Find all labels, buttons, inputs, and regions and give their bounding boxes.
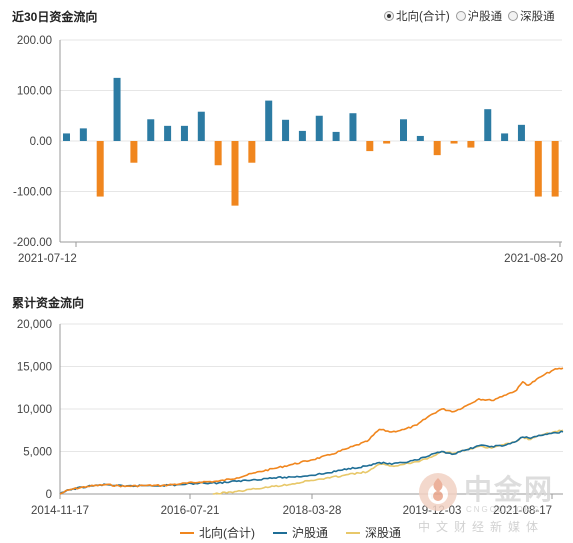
bar-mark [298,130,306,141]
bar-mark [130,141,138,163]
bar-mark [517,124,525,141]
market-radio-group: 北向(合计) 沪股通 深股通 [384,8,555,24]
line-x-tick-label: 2014-11-17 [31,505,89,517]
bar-mark [79,128,87,141]
bar-mark [450,141,458,144]
cngold-logo-icon [419,473,457,511]
radio-shenzhen-connect[interactable]: 深股通 [508,8,555,24]
cngold-watermark-text: 中金网 [464,474,555,505]
radio-shanghai-connect[interactable]: 沪股通 [455,8,503,24]
radio-shenzhen-connect-indicator[interactable] [508,11,519,21]
bar-mark [349,113,357,141]
bar-mark [63,133,70,141]
bar-y-tick-label: -100.00 [13,187,52,199]
line-y-tick-label: 0 [46,489,52,501]
legend-item-north[interactable]: 北向(合计) [180,524,255,541]
bar-mark [214,141,222,166]
line-y-tick-label: 20,000 [17,319,52,331]
bar-mark [332,131,340,141]
bar-mark [113,77,121,141]
cumulative-flow-title: 累计资金流向 [12,296,85,310]
bar-mark [366,141,374,152]
cumulative-legend: 北向(合计) 沪股通 深股通 [180,524,401,541]
bar-x-tick-label: 2021-08-20 [504,253,563,265]
line-y-tick-label: 5,000 [23,447,52,459]
legend-item-sz[interactable]: 深股通 [346,524,401,541]
bar-y-tick-label: 200.00 [17,35,52,47]
recent-flow-title: 近30日资金流向 [12,10,98,24]
cngold-watermark-subtitle: 中文财经新媒体 [418,520,545,534]
bar-y-tick-label: 100.00 [17,86,52,98]
legend-label-sz: 深股通 [365,526,402,540]
bar-mark [433,141,441,156]
legend-swatch-sh [273,531,287,534]
radio-north-total-indicator[interactable] [384,11,394,21]
bar-mark [534,141,542,197]
bar-mark [416,135,424,141]
legend-swatch-north [180,531,194,534]
bar-mark [248,141,256,163]
bar-mark [96,141,104,197]
legend-label-north: 北向(合计) [199,526,255,540]
bar-mark [180,125,188,141]
legend-item-sh[interactable]: 沪股通 [273,524,328,541]
bar-mark [282,119,290,141]
line-y-tick-label: 15,000 [17,362,52,374]
radio-shanghai-connect-indicator[interactable] [455,11,466,21]
shenzhen-connect-line [212,429,564,495]
bar-mark [501,133,509,141]
bar-y-tick-label: 0.00 [30,136,52,148]
bar-mark [197,111,205,141]
bar-mark [315,115,323,141]
legend-label-sh: 沪股通 [292,526,329,540]
bar-mark [467,141,475,148]
bar-mark [484,109,492,141]
bar-x-tick-label: 2021-07-12 [18,253,77,265]
north-total-line [59,367,564,495]
line-x-tick-label: 2016-07-21 [161,505,220,517]
cngold-watermark-url: CNGOLD.ORG [466,505,541,514]
bar-mark [383,141,391,144]
bar-mark [231,141,239,206]
radio-shanghai-connect-label: 沪股通 [467,11,503,23]
recent-30day-bar-chart: 200.00 100.00 0.00 -100.00 -200.00 2021-07-12… [13,35,563,265]
bar-mark [265,100,273,141]
line-x-tick-label: 2021-08-17 [493,505,552,517]
bar-mark [551,141,559,197]
bar-y-tick-label: -200.00 [13,237,52,249]
radio-north-total[interactable]: 北向(合计) [384,8,450,24]
line-x-tick-label: 2018-03-28 [283,505,342,517]
bar-mark [147,119,155,141]
legend-swatch-sz [346,531,361,534]
radio-north-total-label: 北向(合计) [396,11,450,23]
bar-mark [164,125,172,141]
radio-shenzhen-connect-label: 深股通 [520,11,555,23]
bar-mark [400,119,407,141]
line-y-tick-label: 10,000 [17,404,52,416]
